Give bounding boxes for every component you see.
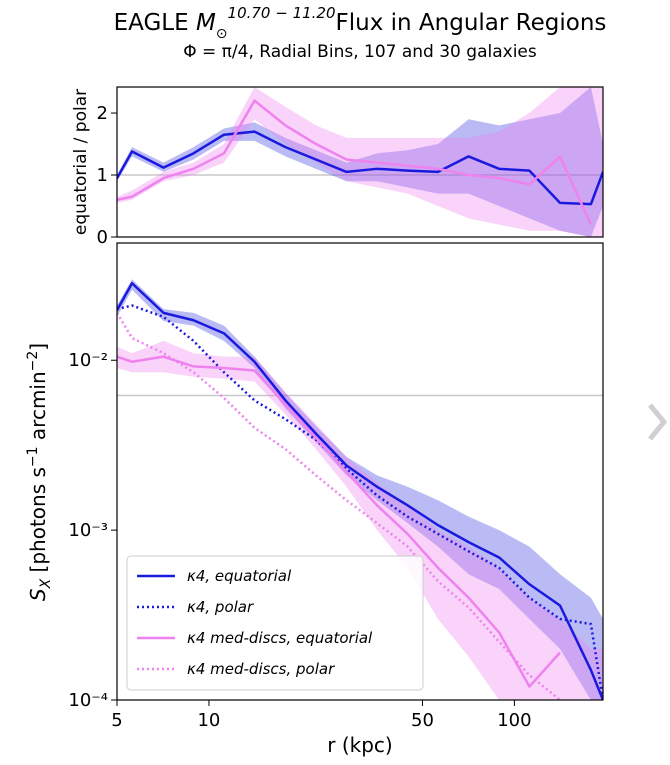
series-line — [117, 304, 603, 700]
y-label-part: S — [26, 588, 50, 601]
y-tick-label: 10⁻³ — [68, 520, 108, 541]
y-axis-label: SX [photons s−1 arcmin−2] — [25, 343, 54, 601]
x-tick-label: 5 — [111, 710, 122, 731]
y-label-part: −2 — [25, 351, 41, 372]
chart-subtitle: Φ = π/4, Radial Bins, 107 and 30 galaxie… — [183, 42, 537, 62]
next-arrow — [648, 403, 668, 441]
y-label-part: ] — [26, 343, 50, 351]
plot-area — [117, 279, 603, 700]
y-tick-label: 10⁻⁴ — [68, 690, 108, 711]
legend-label: κ4 med-discs, polar — [187, 660, 335, 678]
legend-label: κ4 med-discs, equatorial — [187, 629, 373, 647]
y-label-part: X — [38, 578, 54, 589]
y-label-part: [photons s — [26, 467, 50, 579]
title-superscript: 10.70 − 11.20 — [228, 4, 336, 22]
series-line — [117, 281, 603, 700]
error-band — [117, 279, 603, 700]
axes-frame — [116, 242, 604, 701]
legend-label: κ4, equatorial — [187, 567, 292, 585]
x-tick-label: 10 — [197, 710, 220, 731]
legend-label: κ4, polar — [187, 598, 254, 616]
error-band — [117, 340, 603, 700]
y-tick-label: 0 — [97, 227, 108, 248]
y-label-part: arcmin — [26, 371, 50, 446]
series-line — [117, 312, 561, 700]
legend-box — [126, 555, 424, 691]
series-line — [117, 130, 603, 206]
axes-frame — [116, 86, 604, 238]
title-prefix: EAGLE — [114, 10, 189, 36]
title-symbol: M — [196, 10, 216, 36]
x-tick-label: 50 — [411, 710, 434, 731]
y-tick-label: 10⁻² — [68, 350, 108, 371]
title-subscript: ⊙ — [216, 26, 228, 42]
chart-title: EAGLE M⊙10.70 − 11.20Flux in Angular Reg… — [114, 4, 607, 42]
y-label-part: −1 — [25, 446, 41, 467]
y-axis-label: equatorial / polar — [71, 89, 91, 235]
x-tick-label: 100 — [497, 710, 531, 731]
x-axis-label: r (kpc) — [327, 733, 392, 757]
series-line — [117, 99, 593, 226]
y-tick-label: 2 — [97, 103, 108, 124]
title-suffix: Flux in Angular Regions — [336, 10, 607, 36]
y-tick-label: 1 — [97, 165, 108, 186]
plot-area — [117, 87, 603, 237]
